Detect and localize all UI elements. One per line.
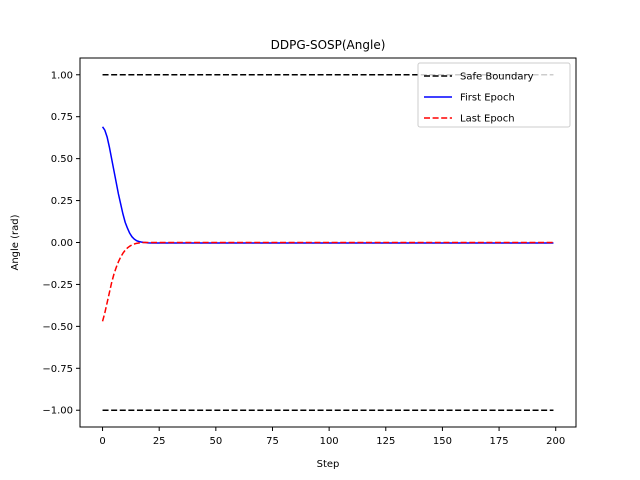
chart-title: DDPG-SOSP(Angle) [271, 38, 386, 52]
x-tick-label: 175 [490, 436, 509, 447]
series-line-last-epoch [101, 241, 554, 322]
legend-label-safe-boundary: Safe Boundary [460, 72, 534, 83]
y-tick-label: 0.00 [51, 238, 73, 249]
x-tick-label: 150 [433, 436, 452, 447]
y-tick-label: 0.25 [51, 196, 73, 207]
x-axis-label: Step [317, 459, 340, 470]
legend: Safe Boundary First Epoch Last Epoch [417, 62, 571, 128]
y-tick-label: −0.50 [42, 322, 73, 333]
x-tick-label: 25 [153, 436, 166, 447]
y-axis-label: Angle (rad) [10, 214, 21, 270]
x-tick-label: 200 [546, 436, 565, 447]
x-tick-label: 75 [266, 436, 279, 447]
legend-label-first-epoch: First Epoch [460, 93, 515, 104]
legend-label-last-epoch: Last Epoch [460, 114, 515, 125]
x-tick-label: 0 [99, 436, 105, 447]
y-tick-label: −0.75 [42, 364, 73, 375]
x-tick-label: 100 [320, 436, 339, 447]
x-tick-label: 50 [209, 436, 222, 447]
y-tick-label: 1.00 [51, 70, 73, 81]
y-axis: −1.00 −0.75 −0.50 −0.25 0.00 0.25 0.50 0.75 1.00 [42, 70, 80, 417]
y-tick-label: 0.50 [51, 154, 73, 165]
legend-box [417, 62, 571, 128]
x-axis: 0 25 50 75 100 125 150 175 200 [99, 427, 565, 447]
x-tick-label: 125 [376, 436, 395, 447]
y-tick-label: −0.25 [42, 280, 73, 291]
y-tick-label: −1.00 [42, 406, 73, 417]
y-tick-label: 0.75 [51, 112, 73, 123]
